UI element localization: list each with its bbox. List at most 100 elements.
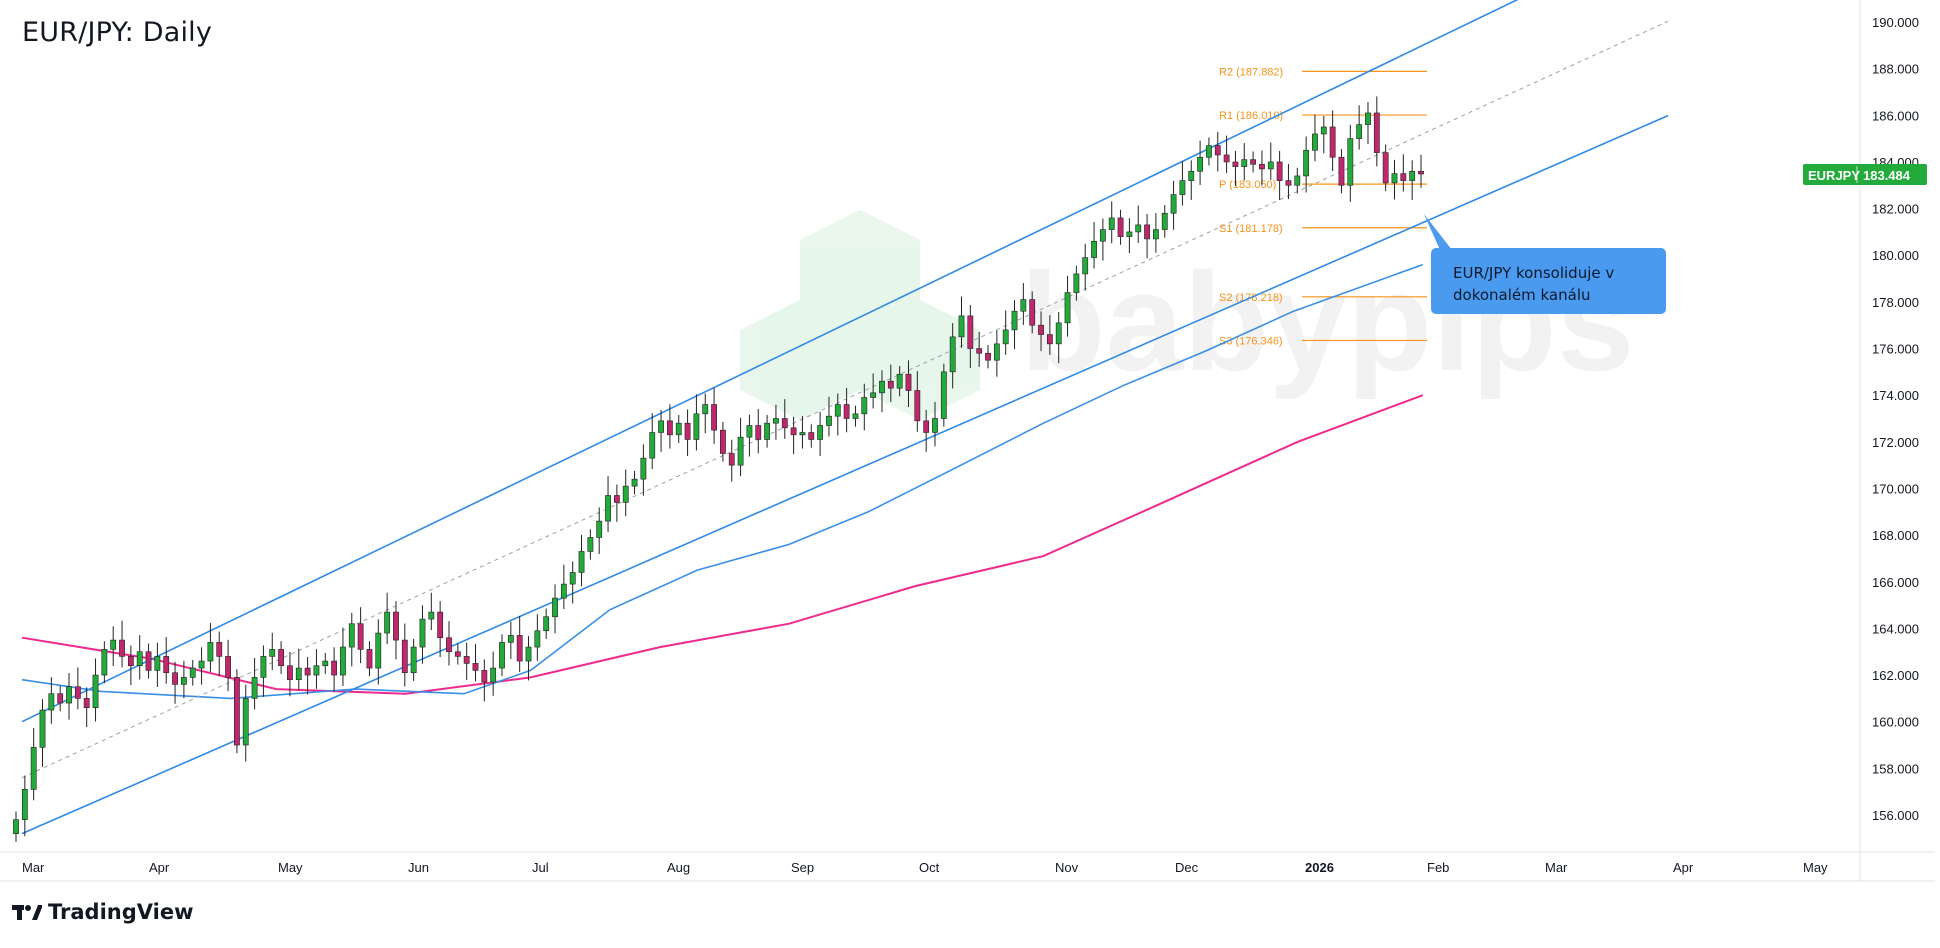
candle-body — [499, 642, 505, 669]
candle-body — [1002, 329, 1009, 345]
candle-body — [401, 639, 408, 674]
candle — [110, 626, 117, 666]
candle — [1161, 205, 1168, 238]
candle-body — [896, 373, 903, 389]
y-tick-label: 158.000 — [1872, 761, 1919, 776]
candle-body — [923, 420, 930, 433]
candle — [437, 601, 444, 658]
candle — [269, 632, 276, 671]
candle — [746, 414, 753, 457]
candle — [428, 592, 435, 631]
candle — [260, 645, 267, 697]
candle — [1400, 154, 1407, 192]
candle-body — [110, 639, 117, 650]
candle — [1303, 136, 1310, 193]
y-tick-label: 172.000 — [1872, 435, 1919, 450]
candle — [304, 657, 311, 695]
price-tag: EURJPY 183.484 — [1803, 164, 1927, 185]
candle-body — [1082, 257, 1089, 275]
candle-body — [154, 656, 161, 671]
candle-body — [490, 667, 497, 683]
candle — [1144, 213, 1150, 259]
candle-body — [287, 665, 293, 681]
candle — [1055, 311, 1062, 364]
candle-body — [463, 656, 470, 664]
time-axis[interactable]: Mar Apr May Jun Jul Aug Sep Oct Nov Dec 2026 Feb Mar… — [22, 860, 1828, 875]
candle-body — [914, 390, 921, 422]
candle — [1197, 140, 1203, 186]
candle-body — [348, 623, 355, 648]
candle — [534, 614, 541, 661]
candle-body — [631, 478, 638, 487]
x-tick-label: Jun — [408, 860, 429, 875]
candle — [1356, 105, 1363, 150]
candle — [666, 404, 673, 449]
candle — [234, 669, 240, 754]
candle-body — [1038, 324, 1044, 335]
candle — [905, 360, 912, 408]
candle-body — [260, 656, 267, 678]
y-tick-label: 190.000 — [1872, 15, 1919, 30]
candle — [83, 687, 90, 728]
annotation-callout[interactable]: EUR/JPY konsoliduje v dokonalém kanálu — [1431, 248, 1666, 314]
channel-mid-line — [21, 20, 1669, 779]
candle — [207, 623, 214, 673]
candle — [781, 399, 788, 439]
candle — [1179, 161, 1186, 206]
candle-body — [516, 635, 523, 662]
candle — [569, 561, 576, 604]
candle — [1329, 110, 1336, 172]
candle — [1365, 101, 1371, 144]
candle-body — [1267, 161, 1274, 170]
candle-body — [693, 413, 700, 440]
candle — [21, 775, 28, 837]
candle — [649, 413, 656, 470]
candle-body — [313, 665, 320, 676]
candle — [976, 331, 983, 367]
candle — [790, 416, 797, 455]
candle-body — [1214, 145, 1221, 156]
candle-body — [1356, 124, 1363, 139]
candle-body — [1011, 310, 1018, 331]
candle-body — [764, 422, 771, 440]
candle — [313, 649, 320, 689]
candle — [764, 415, 771, 448]
candle-body — [127, 656, 134, 667]
candle-body — [967, 315, 974, 349]
y-tick-label: 182.000 — [1872, 202, 1919, 217]
candle-body — [1020, 299, 1027, 312]
chart-title: EUR/JPY: Daily — [22, 17, 213, 48]
candle-body — [543, 616, 550, 632]
tradingview-logo[interactable]: TradingView — [12, 900, 193, 924]
candle-body — [428, 611, 435, 620]
candle — [552, 584, 558, 634]
candle — [127, 645, 134, 686]
candle — [216, 631, 223, 676]
candle — [225, 639, 231, 692]
candle — [101, 641, 108, 684]
candle — [278, 641, 284, 674]
pivot-label-r1: R1 (186.010) — [1219, 110, 1283, 122]
candle — [499, 634, 505, 677]
candle-body — [30, 747, 37, 790]
candle — [419, 605, 426, 664]
candle — [896, 366, 903, 397]
candle-body — [278, 649, 284, 667]
candle — [711, 387, 717, 444]
candle — [914, 371, 921, 432]
candle-body — [993, 343, 1000, 361]
candle-body — [887, 380, 894, 389]
candle-body — [976, 348, 983, 354]
candle-body — [66, 686, 72, 704]
price-axis[interactable]: 156.000 158.000 160.000 162.000 164.000 166.0… — [1872, 15, 1919, 823]
candle-body — [1091, 240, 1097, 258]
tradingview-logo-icon — [12, 905, 42, 920]
x-tick-label: May — [278, 860, 303, 875]
candle-body — [1055, 322, 1062, 345]
candle — [622, 469, 629, 517]
candle-body — [1320, 126, 1327, 135]
candle-body — [826, 415, 832, 426]
candle-body — [295, 667, 302, 681]
